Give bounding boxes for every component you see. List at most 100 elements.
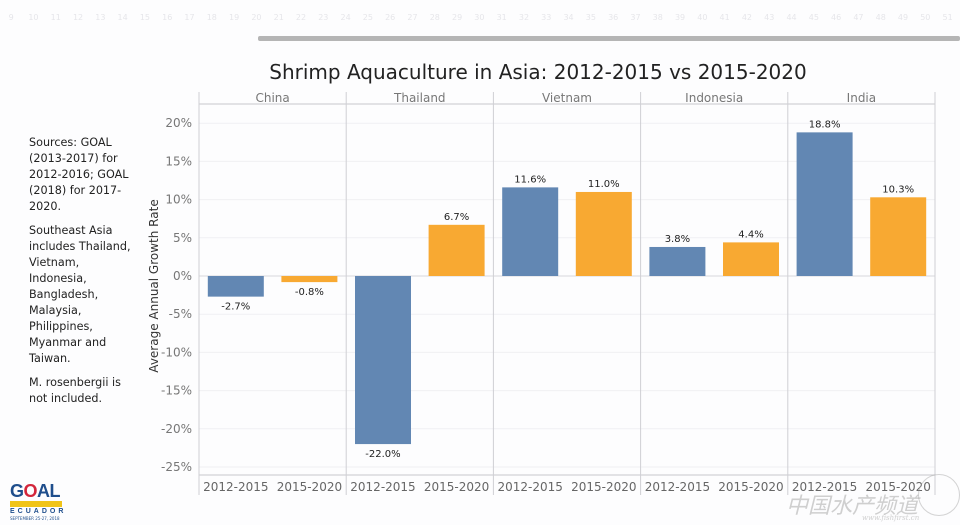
bar — [575, 191, 632, 276]
panel-title: India — [847, 91, 876, 105]
x-tick-label: 2012-2015 — [203, 480, 268, 494]
ruler-number: 37 — [630, 12, 641, 22]
ruler-number: 27 — [407, 12, 418, 22]
data-label: 3.8% — [665, 234, 690, 245]
chart-title: Shrimp Aquaculture in Asia: 2012-2015 vs… — [269, 60, 807, 84]
note-sources: Sources: GOAL (2013-2017) for 2012-2016;… — [29, 136, 129, 213]
ruler-number: 32 — [518, 12, 530, 22]
bar — [207, 276, 264, 297]
ruler-number: 50 — [920, 12, 931, 22]
logo-date: SEPTEMBER 25-27, 2018 — [10, 516, 60, 521]
data-label: 11.6% — [514, 174, 546, 185]
ruler-number: 9 — [8, 12, 14, 22]
x-tick-label: 2012-2015 — [350, 480, 415, 494]
ruler-number: 26 — [385, 12, 396, 22]
note-southeast-asia: Southeast Asia includes Thailand, Vietna… — [29, 224, 131, 365]
x-tick-label: 2015-2020 — [424, 480, 489, 494]
data-label: 6.7% — [444, 212, 469, 223]
panel-title: China — [255, 91, 289, 105]
note-rosenbergii: M. rosenbergii is not included. — [29, 376, 121, 405]
ruler-number: 12 — [72, 12, 84, 22]
bar — [281, 276, 338, 283]
data-label: -2.7% — [221, 302, 250, 313]
x-tick-label: 2012-2015 — [497, 480, 562, 494]
y-axis-title: Average Annual Growth Rate — [147, 199, 161, 372]
ruler-number: 28 — [429, 12, 440, 22]
panel-title: Vietnam — [542, 91, 592, 105]
watermark-text: 中国水产频道 — [786, 494, 919, 519]
y-tick-label: 20% — [165, 116, 192, 130]
bar — [428, 224, 485, 276]
ruler-number: 44 — [786, 12, 797, 22]
ruler-number: 14 — [117, 12, 128, 22]
ruler-number: 35 — [585, 12, 596, 22]
globe-icon — [918, 474, 960, 516]
goal-logo: GOAL ECUADOR SEPTEMBER 25-27, 2018 — [10, 482, 70, 522]
ruler-number: 25 — [362, 12, 373, 22]
y-tick-label: 15% — [165, 154, 192, 168]
ruler-number: 18 — [206, 12, 217, 22]
horizontal-scrollbar[interactable] — [258, 36, 960, 41]
watermark: 中国水产频道 www.fishfirst.cn — [786, 474, 960, 524]
ruler-number: 29 — [451, 12, 463, 22]
bar — [870, 197, 927, 276]
data-label: 10.3% — [882, 184, 914, 195]
x-tick-label: 2015-2020 — [571, 480, 636, 494]
panel-title: Indonesia — [685, 91, 743, 105]
data-label: 11.0% — [588, 179, 620, 190]
data-label: -0.8% — [295, 287, 324, 298]
bar — [502, 187, 559, 276]
logo-wordmark: GOAL — [10, 481, 61, 501]
x-tick-label: 2012-2015 — [792, 480, 857, 494]
ruler-number: 48 — [875, 12, 886, 22]
logo-band — [10, 501, 62, 507]
logo-country: ECUADOR — [10, 508, 67, 515]
ruler-number: 23 — [318, 12, 329, 22]
data-label: 4.4% — [738, 229, 763, 240]
ruler-number: 49 — [897, 12, 909, 22]
ruler-number: 30 — [474, 12, 485, 22]
ruler-number: 22 — [295, 12, 307, 22]
watermark-url: www.fishfirst.cn — [862, 514, 920, 522]
ruler-strip: 9 10 11 12 13 14 15 16 17 18 19 20 21 22 23 24 25 26 27 28 2… — [0, 0, 960, 34]
y-tick-label: -5% — [169, 307, 192, 321]
x-tick-label: 2015-2020 — [865, 480, 930, 494]
ruler-number: 17 — [184, 12, 195, 22]
ruler-number: 45 — [808, 12, 819, 22]
ruler-number: 13 — [95, 12, 106, 22]
y-tick-label: 5% — [173, 231, 192, 245]
ruler-number: 41 — [719, 12, 730, 22]
panel-title: Thailand — [393, 91, 446, 105]
ruler-number: 34 — [563, 12, 574, 22]
ruler-number: 33 — [541, 12, 552, 22]
x-tick-label: 2015-2020 — [277, 480, 342, 494]
ruler-number: 10 — [28, 12, 39, 22]
ruler-number: 36 — [608, 12, 619, 22]
y-tick-label: 10% — [165, 193, 192, 207]
ruler-number: 47 — [853, 12, 864, 22]
ruler-number: 42 — [741, 12, 753, 22]
ruler-number: 43 — [764, 12, 775, 22]
ruler-number: 40 — [697, 12, 708, 22]
ruler-number: 20 — [251, 12, 262, 22]
ruler-number: 38 — [652, 12, 663, 22]
source-notes: Sources: GOAL (2013-2017) for 2012-2016;… — [29, 135, 139, 415]
y-tick-label: -10% — [161, 345, 192, 359]
ruler-number: 19 — [229, 12, 240, 22]
x-tick-label: 2012-2015 — [645, 480, 710, 494]
data-label: -22.0% — [365, 449, 400, 460]
ruler-number: 31 — [496, 12, 507, 22]
data-label: 18.8% — [809, 119, 841, 130]
y-tick-label: -20% — [161, 422, 192, 436]
x-tick-label: 2015-2020 — [718, 480, 783, 494]
y-tick-label: 0% — [173, 269, 192, 283]
y-tick-label: -15% — [161, 384, 192, 398]
ruler-number: 15 — [139, 12, 151, 22]
ruler-number: 21 — [273, 12, 284, 22]
bar — [355, 276, 411, 445]
bar — [649, 246, 706, 276]
bar — [723, 242, 779, 276]
ruler-number: 46 — [831, 12, 842, 22]
bar — [796, 132, 853, 276]
